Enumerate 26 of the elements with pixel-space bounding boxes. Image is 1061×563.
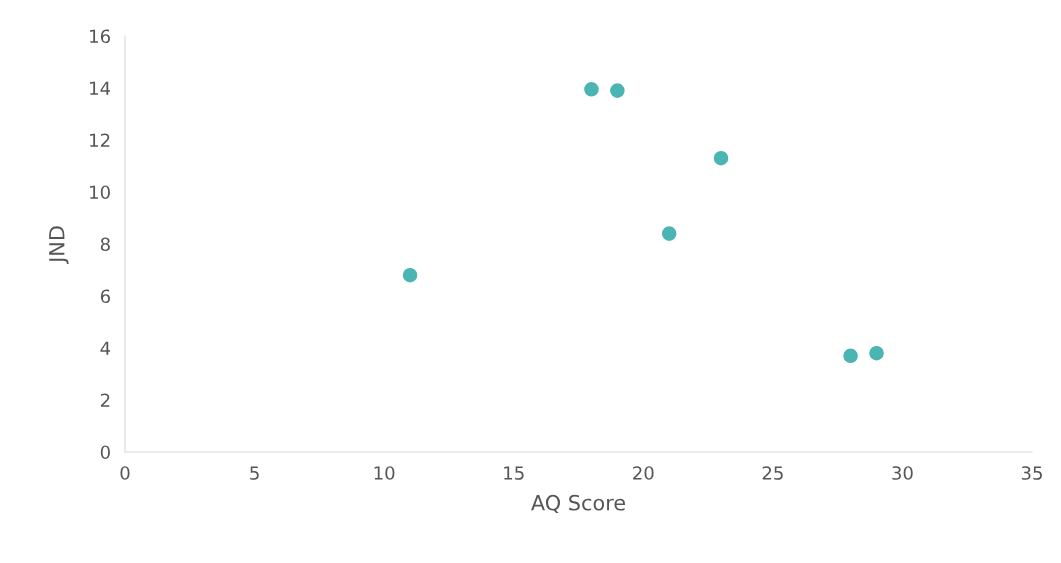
- y-tick-label: 2: [100, 393, 110, 407]
- x-tick-label: 25: [762, 466, 783, 480]
- y-tick-label: 8: [100, 237, 110, 252]
- y-tick-label: 12: [90, 133, 110, 147]
- point: [843, 348, 858, 364]
- y-tick-label: 16: [90, 29, 110, 44]
- x-tick-label: 0: [120, 466, 130, 480]
- point: [869, 345, 884, 361]
- y-tick-label: 14: [90, 81, 111, 95]
- x-tick-label: 10: [374, 466, 395, 480]
- x-tick-label: 35: [1021, 466, 1042, 480]
- point: [610, 83, 625, 98]
- y-tick-label: 4: [100, 341, 111, 355]
- x-tick-label: 20: [633, 466, 654, 480]
- y-tick-label: 6: [100, 289, 110, 304]
- point: [713, 150, 729, 166]
- x-tick-label: 15: [504, 466, 524, 480]
- point: [661, 226, 677, 241]
- x-tick-label: 5: [250, 466, 259, 480]
- y-axis-title: JND: [49, 226, 69, 264]
- point: [584, 82, 599, 97]
- y-tick-label: 0: [100, 445, 110, 460]
- x-tick-label: 30: [892, 466, 913, 480]
- x-axis-title: AQ Score: [531, 494, 626, 513]
- y-tick-label: 10: [90, 185, 110, 200]
- point: [402, 267, 418, 283]
